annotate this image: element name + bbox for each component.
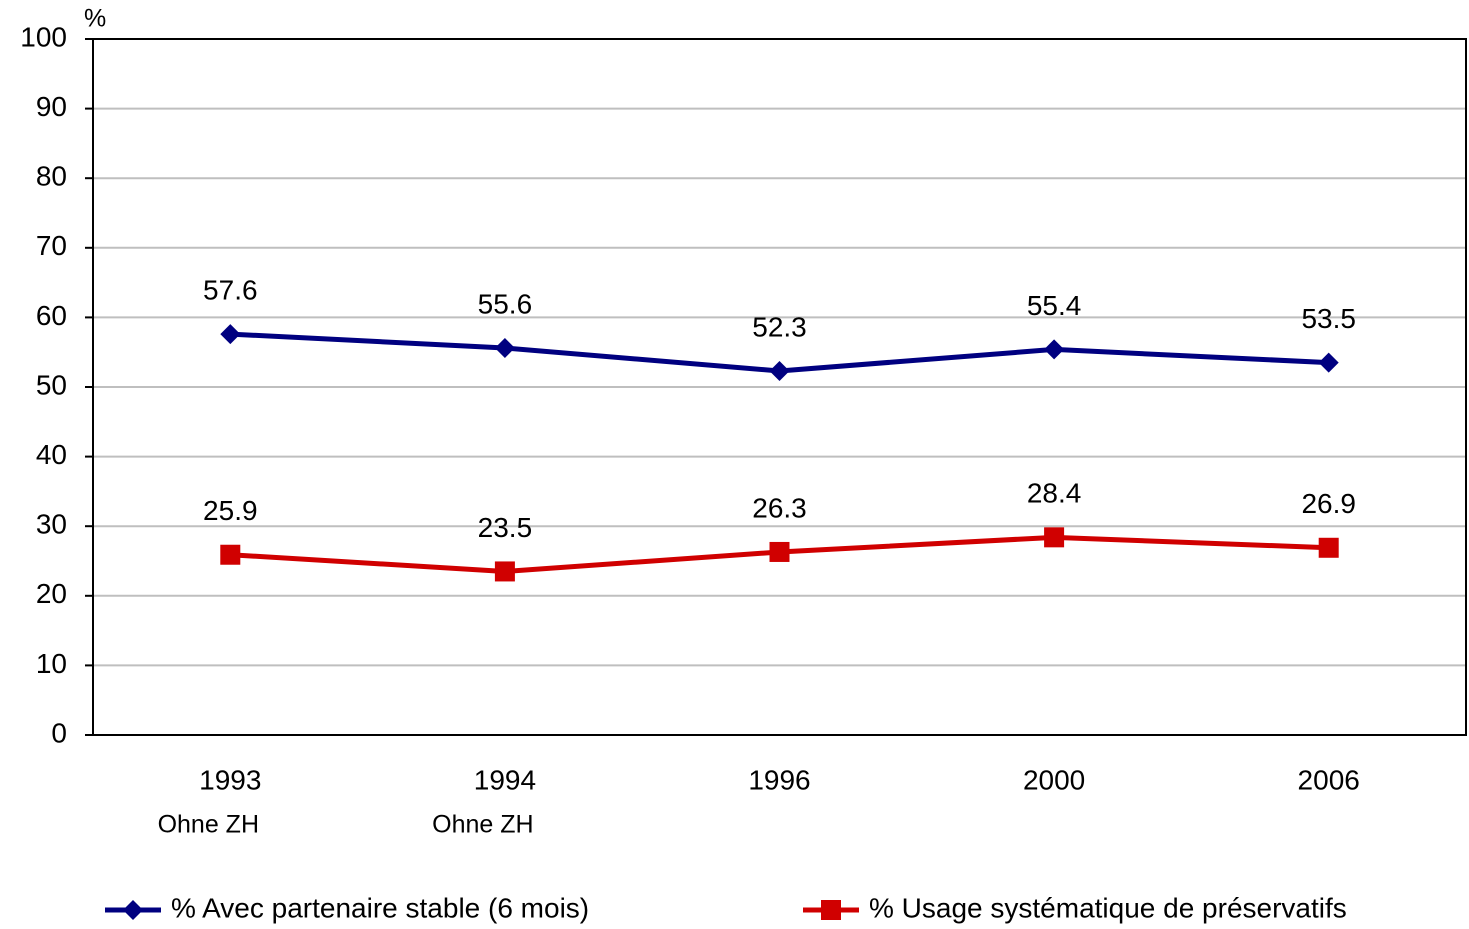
data-label: 26.9 xyxy=(1301,488,1356,519)
y-tick-label: 90 xyxy=(36,91,67,122)
point xyxy=(220,324,241,345)
data-label: 53.5 xyxy=(1301,303,1356,334)
x-tick-note: Ohne ZH xyxy=(432,811,533,839)
x-tick-label: 1994 xyxy=(474,764,536,795)
point xyxy=(769,360,790,381)
legend-label: % Avec partenaire stable (6 mois) xyxy=(171,892,589,923)
point xyxy=(494,338,515,359)
data-label: 23.5 xyxy=(478,512,533,543)
y-tick-label: 20 xyxy=(36,578,67,609)
x-tick-label: 2000 xyxy=(1023,764,1085,795)
y-tick-label: 50 xyxy=(36,369,67,400)
data-label: 25.9 xyxy=(203,495,258,526)
point xyxy=(1318,352,1339,373)
legend-marker xyxy=(821,900,841,920)
plot-frame xyxy=(92,38,1467,736)
data-label: 28.4 xyxy=(1027,478,1082,509)
y-tick-label: 40 xyxy=(36,439,67,470)
point xyxy=(769,541,790,562)
y-tick-label: 0 xyxy=(51,717,67,748)
data-label: 55.6 xyxy=(478,288,533,319)
point xyxy=(1318,537,1339,558)
point xyxy=(494,561,515,582)
point xyxy=(1044,527,1065,548)
x-tick-label: 1996 xyxy=(748,764,810,795)
y-tick-label: 80 xyxy=(36,161,67,192)
y-tick-label: 100 xyxy=(20,21,67,52)
data-label: 57.6 xyxy=(203,274,258,305)
x-tick-label: 1993 xyxy=(199,764,261,795)
data-label: 26.3 xyxy=(752,492,807,523)
legend-marker xyxy=(123,900,143,920)
y-tick-label: 60 xyxy=(36,300,67,331)
x-tick-label: 2006 xyxy=(1298,764,1360,795)
y-tick-label: 10 xyxy=(36,648,67,679)
data-label: 55.4 xyxy=(1027,290,1082,321)
point xyxy=(1044,339,1065,360)
y-unit: % xyxy=(84,5,106,33)
point xyxy=(220,544,241,565)
legend-label: % Usage systématique de préservatifs xyxy=(869,892,1347,923)
data-label: 52.3 xyxy=(752,311,807,342)
x-tick-note: Ohne ZH xyxy=(158,811,259,839)
y-tick-label: 30 xyxy=(36,509,67,540)
y-tick-label: 70 xyxy=(36,230,67,261)
